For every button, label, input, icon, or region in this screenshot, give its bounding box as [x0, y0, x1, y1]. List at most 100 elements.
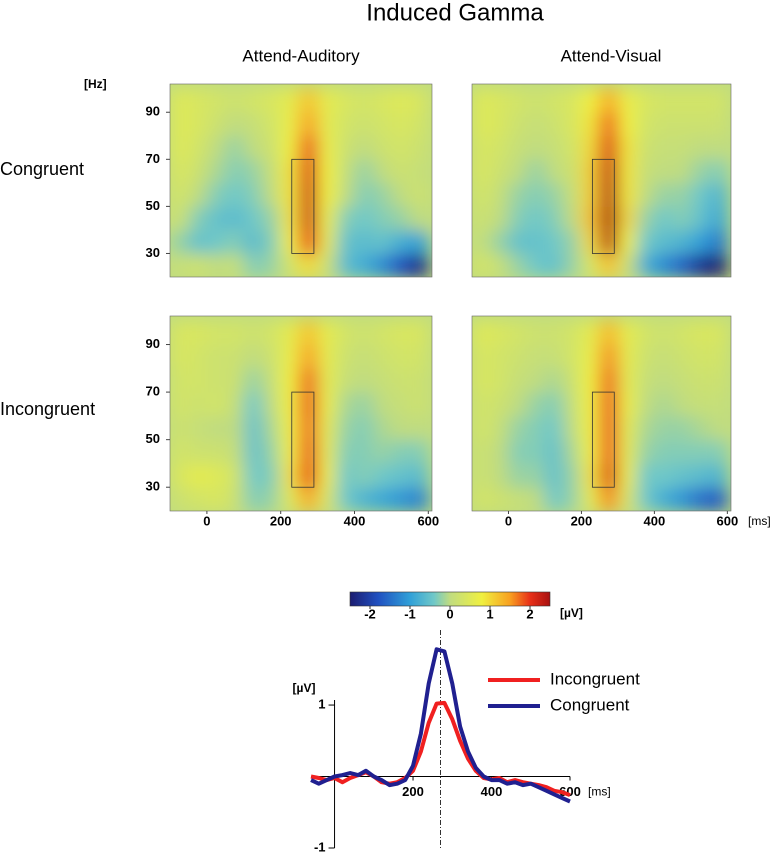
heatmap-cell: [317, 88, 337, 113]
heatmap-cell: [617, 253, 637, 277]
x-tick-label: 200: [270, 513, 292, 528]
heatmap-cell: [544, 206, 564, 231]
heatmap: [472, 320, 728, 511]
x-unit: [ms]: [588, 785, 611, 799]
heatmap-cell: [262, 415, 282, 441]
y-tick-label: 90: [146, 104, 160, 119]
column-title: Attend-Auditory: [242, 46, 360, 65]
heatmap-cell: [262, 159, 282, 184]
colorbar-tick-label: -2: [364, 606, 376, 621]
heatmap-cell: [526, 229, 546, 255]
heatmap-cell: [709, 320, 728, 346]
heatmap-cell: [372, 415, 393, 441]
heatmap-cell: [372, 439, 393, 465]
heatmap-cell: [617, 229, 637, 255]
heatmap-cell: [599, 112, 619, 137]
heatmap-cell: [225, 253, 245, 277]
heatmap-cell: [170, 415, 190, 441]
heatmap-cell: [544, 253, 564, 277]
heatmap-cell: [280, 206, 300, 231]
heatmap-cell: [690, 439, 710, 465]
heatmap-cell: [654, 159, 674, 184]
x-tick-label: 200: [402, 784, 424, 799]
heatmap-cell: [336, 159, 356, 184]
heatmap-cell: [206, 368, 226, 393]
heatmap-cell: [225, 88, 245, 113]
heatmap-cell: [391, 320, 411, 346]
heatmap-cell: [599, 368, 619, 393]
heatmap-cell: [563, 135, 583, 160]
heatmap-cell: [299, 487, 319, 511]
heatmap-cell: [354, 135, 374, 160]
heatmap-cell: [490, 135, 510, 160]
heatmap-cell: [472, 463, 491, 488]
heatmap-cell: [472, 320, 491, 346]
heatmap-cell: [225, 320, 245, 346]
heatmap-cell: [636, 88, 655, 113]
heatmap-cell: [336, 344, 356, 369]
heatmap-cell: [490, 368, 510, 393]
heatmap-cell: [654, 135, 674, 160]
heatmap-cell: [262, 88, 282, 113]
heatmap-cell: [372, 88, 393, 113]
heatmap-cell: [636, 206, 655, 231]
heatmap-cell: [243, 229, 263, 255]
heatmap-cell: [672, 344, 692, 369]
heatmap-cell: [672, 159, 692, 184]
heatmap-cell: [299, 344, 319, 369]
heatmap-cell: [262, 182, 282, 207]
heatmap-cell: [206, 253, 226, 277]
heatmap-cell: [336, 368, 356, 393]
heatmap-cell: [672, 206, 692, 231]
heatmap-cell: [709, 159, 728, 184]
heatmap-cell: [391, 439, 411, 465]
heatmap-cell: [299, 182, 319, 207]
heatmap-cell: [526, 320, 546, 346]
heatmap-cell: [243, 463, 263, 488]
heatmap-cell: [508, 88, 528, 113]
heatmap-cell: [206, 439, 226, 465]
heatmap-cell: [599, 135, 619, 160]
heatmap-cell: [225, 463, 245, 488]
heatmap-cell: [654, 368, 674, 393]
heatmap-cell: [654, 392, 674, 417]
heatmap-cell: [472, 112, 491, 137]
heatmap-cell: [526, 487, 546, 511]
heatmap-cell: [581, 229, 601, 255]
heatmap-cell: [581, 206, 601, 231]
heatmap-cell: [188, 368, 208, 393]
heatmap-cell: [617, 182, 637, 207]
heatmap-cell: [206, 206, 226, 231]
heatmap-cell: [654, 182, 674, 207]
y-unit: [Hz]: [84, 77, 107, 91]
heatmap-cell: [225, 344, 245, 369]
heatmap-cell: [636, 159, 655, 184]
heatmap-cell: [617, 88, 637, 113]
heatmap-cell: [170, 206, 190, 231]
heatmap-cell: [354, 392, 374, 417]
heatmap-cell: [490, 182, 510, 207]
heatmap-cell: [409, 88, 429, 113]
heatmap-cell: [490, 253, 510, 277]
heatmap-cell: [299, 392, 319, 417]
heatmap-cell: [526, 88, 546, 113]
heatmap-cell: [372, 320, 393, 346]
heatmap-cell: [617, 112, 637, 137]
heatmap-cell: [599, 463, 619, 488]
heatmap-cell: [372, 159, 393, 184]
heatmap-cell: [317, 229, 337, 255]
heatmap-cell: [409, 135, 429, 160]
heatmap-cell: [372, 487, 393, 511]
heatmap-cell: [225, 229, 245, 255]
heatmap-cell: [188, 415, 208, 441]
heatmap-cell: [490, 320, 510, 346]
heatmap-cell: [409, 415, 429, 441]
heatmap-cell: [206, 112, 226, 137]
heatmap-cell: [672, 88, 692, 113]
y-tick-label: 70: [146, 151, 160, 166]
heatmap-cell: [409, 320, 429, 346]
heatmap-cell: [262, 135, 282, 160]
heatmap-cell: [262, 344, 282, 369]
heatmap-cell: [508, 206, 528, 231]
